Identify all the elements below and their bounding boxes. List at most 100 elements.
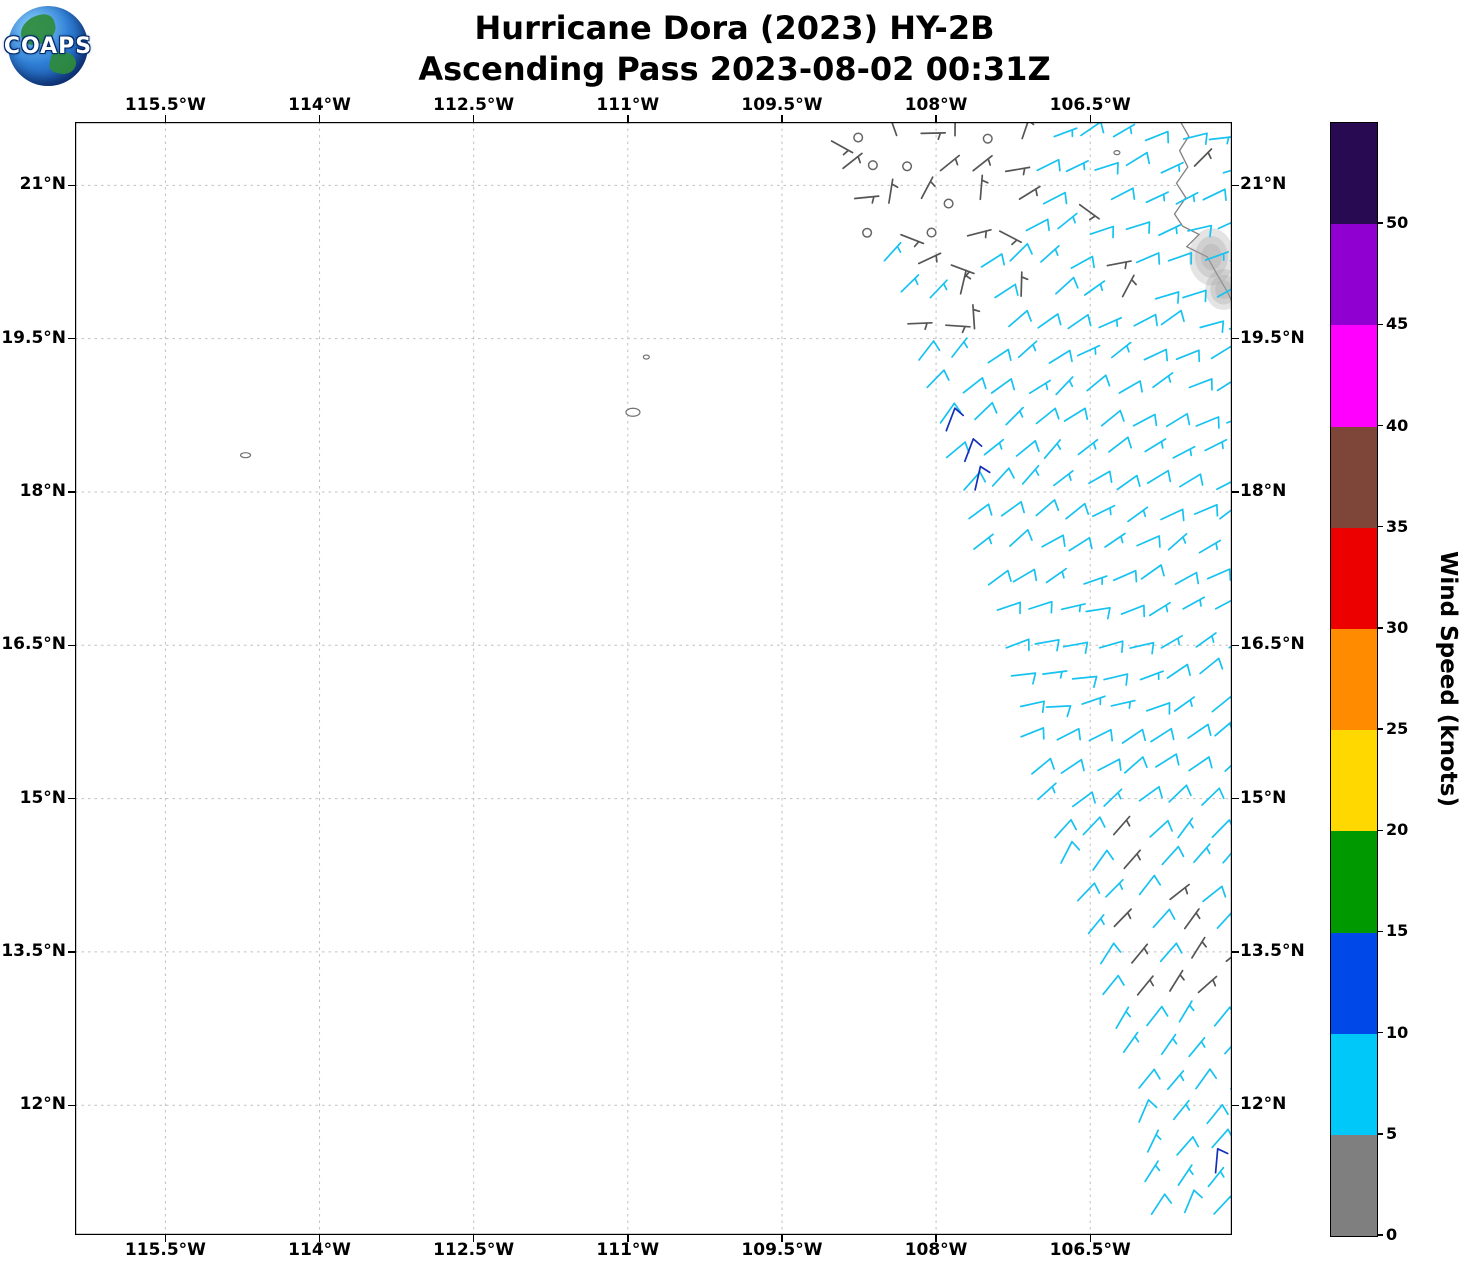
wind-barb: [1135, 252, 1161, 265]
y-tick-label-left: 15°N: [19, 787, 66, 808]
wind-barb: [1148, 601, 1171, 617]
wind-barb: [1040, 245, 1060, 263]
wind-barb: [987, 348, 1012, 364]
colorbar-tick-label: 25: [1386, 719, 1409, 739]
wind-barb: [1048, 349, 1073, 364]
wind-barb: [920, 176, 936, 200]
wind-map-plot: [75, 122, 1232, 1235]
wind-barb: [1160, 1033, 1178, 1056]
wind-barb: [1085, 606, 1111, 620]
wind-barb: [853, 195, 880, 204]
wind-barb: [1115, 1006, 1132, 1029]
wind-barb: [1160, 309, 1185, 326]
x-tick-mark: [935, 115, 937, 122]
colorbar-axis-label: Wind Speed (knots): [1398, 122, 1469, 1235]
chart-title-line1: Hurricane Dora (2023) HY-2B: [474, 9, 995, 47]
wind-barb: [1202, 188, 1227, 202]
colorbar-band-50-55: [1331, 123, 1377, 225]
wind-barb: [1206, 1103, 1229, 1125]
wind-barb: [1070, 255, 1095, 269]
colorbar-tick-label: 20: [1386, 820, 1409, 840]
calm-wind-circle: [862, 227, 873, 238]
wind-barb: [1062, 641, 1089, 655]
wind-barb: [1167, 252, 1193, 265]
wind-barb: [1052, 470, 1074, 487]
calm-wind-circle: [982, 133, 993, 144]
wind-barb: [968, 503, 993, 520]
wind-barb: [1214, 599, 1232, 610]
wind-barb: [890, 122, 898, 137]
wind-barb: [1152, 372, 1174, 389]
wind-barb: [1071, 791, 1096, 808]
wind-barb: [990, 378, 1016, 394]
wind-barb: [1092, 504, 1116, 518]
wind-barb: [987, 569, 1012, 586]
wind-barb: [920, 132, 947, 141]
colorbar-band-30-35: [1331, 527, 1377, 629]
wind-barb: [1037, 313, 1062, 329]
wind-barb: [1160, 508, 1185, 522]
wind-barb: [1045, 567, 1068, 584]
geography-layer: [239, 122, 1232, 459]
wind-barb: [1112, 569, 1138, 583]
y-tick-mark: [1232, 184, 1239, 187]
wind-barb: [1042, 670, 1068, 679]
colorbar-tick-mark: [1377, 1234, 1383, 1236]
wind-barb: [1018, 185, 1041, 200]
wind-barb: [1045, 705, 1072, 718]
grid-layer: [75, 122, 1232, 1235]
wind-barb: [1177, 817, 1194, 839]
wind-barb: [1136, 535, 1161, 548]
y-tick-mark: [68, 337, 75, 340]
wind-barb: [1110, 341, 1132, 359]
colorbar: [1330, 122, 1378, 1237]
wind-barb: [1168, 784, 1192, 803]
calm-wind-circle: [867, 160, 878, 171]
wind-barb: [980, 253, 1006, 268]
wind-barb: [1193, 503, 1219, 517]
wind-barb: [1216, 480, 1232, 491]
x-tick-mark: [318, 115, 321, 122]
wind-barb: [1138, 874, 1162, 896]
wind-barb: [1019, 700, 1045, 714]
wind-barb: [1100, 409, 1125, 427]
wind-barb: [1068, 536, 1093, 552]
wind-barb: [1041, 534, 1066, 548]
x-tick-label-top: 112.5°W: [433, 95, 515, 115]
wind-barb: [917, 252, 942, 265]
wind-barb: [1222, 169, 1232, 174]
wind-barb: [972, 303, 981, 330]
wind-barb: [1198, 539, 1222, 554]
wind-barb: [1060, 758, 1085, 774]
y-tick-label-left: 16.5°N: [1, 634, 66, 655]
y-tick-mark: [1232, 797, 1239, 800]
wind-barb: [1138, 785, 1163, 802]
colorbar-tick-mark: [1377, 1133, 1383, 1135]
wind-barb: [1176, 1136, 1200, 1156]
plot-frame: [75, 122, 1232, 1235]
island-outline: [1113, 150, 1121, 156]
wind-barb: [974, 465, 991, 491]
colorbar-band-5-10: [1331, 1033, 1377, 1135]
y-tick-mark: [68, 951, 75, 953]
wind-barb: [1123, 849, 1141, 870]
wind-barb: [842, 152, 863, 170]
wind-barb: [1060, 840, 1081, 864]
calm-wind-circle: [943, 198, 954, 209]
y-tick-mark: [68, 797, 75, 800]
wind-barb: [996, 601, 1022, 615]
x-tick-label-bottom: 114°W: [288, 1240, 351, 1260]
wind-barb: [1000, 500, 1025, 517]
wind-barb: [1160, 161, 1184, 174]
colorbar-tick-label: 50: [1386, 213, 1409, 233]
x-tick-label-top: 115.5°W: [124, 95, 206, 115]
chart-title: Hurricane Dora (2023) HY-2B Ascending Pa…: [0, 8, 1469, 90]
x-tick-label-top: 109.5°W: [741, 95, 823, 115]
colorbar-band-0-5: [1331, 1134, 1377, 1237]
wind-barb: [1102, 974, 1125, 996]
wind-barb: [1195, 1068, 1218, 1090]
colorbar-tick-mark: [1377, 930, 1383, 933]
wind-barb: [1065, 502, 1090, 520]
wind-barb: [1078, 203, 1100, 221]
colorbar-tick-mark: [1377, 1031, 1383, 1034]
